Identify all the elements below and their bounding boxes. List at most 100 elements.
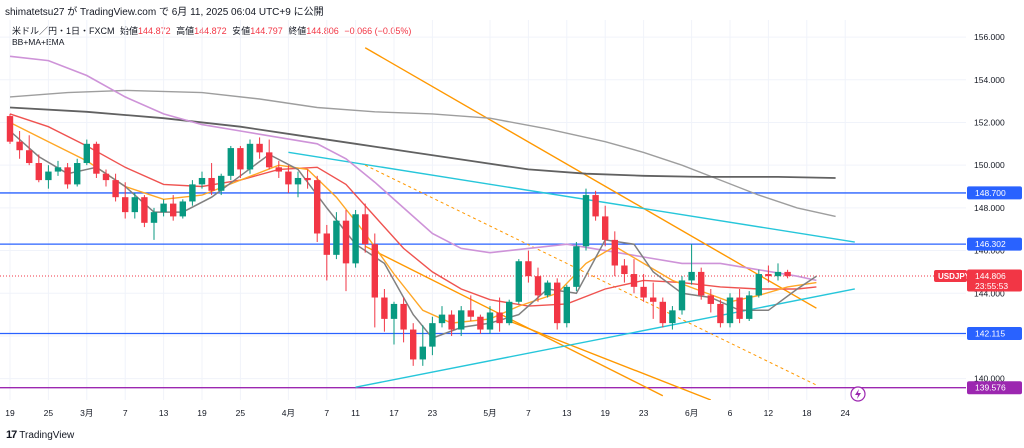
alert-marker[interactable] (850, 386, 866, 402)
candle-body (266, 152, 273, 168)
candle-body (323, 233, 330, 255)
trendline (364, 245, 664, 397)
candle-body (496, 312, 503, 324)
y-tick-label: 144.000 (974, 288, 1005, 298)
candle-body (74, 163, 81, 185)
candle-body (438, 314, 446, 324)
candle-body (621, 265, 628, 275)
x-tick-label: 19 (197, 408, 207, 418)
indicator-line (9, 89, 836, 218)
candle-body (746, 295, 753, 319)
candle-body (170, 203, 177, 217)
candle-body (390, 303, 398, 319)
indicator-line (9, 113, 817, 307)
x-tick-label: 11 (351, 408, 360, 418)
x-tick-label: 13 (562, 408, 572, 418)
candle-body (678, 280, 686, 311)
y-tick-label: 150.000 (974, 160, 1005, 170)
last-price-label: 144.806 (975, 271, 1006, 281)
y-tick-label: 140.000 (974, 374, 1005, 384)
horizontal-lines (0, 192, 966, 389)
candle-body (467, 310, 474, 317)
symbol-ohlc-bar: 米ドル／円・1日・FXCM 始値144.872 高値144.872 安値144.… (12, 24, 411, 37)
x-tick-label: 17 (389, 408, 399, 418)
price-level-tag (967, 237, 1022, 251)
countdown-label: 23:55:53 (975, 281, 1008, 291)
candle-body (573, 246, 580, 287)
close-label: 終値 (288, 26, 307, 36)
candle-body (26, 150, 33, 164)
candle-body (410, 329, 417, 360)
x-tick-label: 19 (5, 408, 15, 418)
price-level-label: 142.115 (975, 329, 1005, 339)
candle-body (285, 171, 292, 185)
x-tick-label: 5月 (483, 408, 496, 418)
candle-body (381, 297, 388, 319)
trendline (508, 320, 712, 401)
candle-body (198, 177, 206, 185)
candle-body (534, 276, 542, 296)
candle-body (419, 346, 426, 360)
price-level-tag (967, 186, 1022, 200)
candle-body (179, 201, 186, 217)
candle-body (477, 316, 484, 330)
high-label: 高値 (176, 26, 195, 36)
x-tick-label: 6月 (685, 408, 698, 418)
price-level-label: 146.302 (975, 239, 1006, 249)
candle-body (707, 295, 714, 304)
x-tick-label: 23 (639, 408, 649, 418)
candle-body (237, 148, 244, 170)
candle-body (582, 195, 590, 247)
candle-body (755, 274, 762, 296)
high-value: 144.872 (194, 26, 227, 36)
candle-body (93, 143, 100, 174)
candle-body (352, 214, 359, 264)
x-tick-label: 24 (840, 408, 850, 418)
time-axis-panel (0, 400, 966, 426)
symbol-tag (934, 270, 967, 283)
candle-body (486, 312, 494, 330)
candle-body (669, 310, 676, 324)
candle-body (362, 214, 369, 245)
candle-body (659, 301, 666, 324)
candle-body (630, 274, 638, 287)
y-tick-label: 152.000 (974, 117, 1005, 127)
candle-body (611, 239, 618, 266)
candle-body (150, 212, 158, 223)
x-tick-label: 19 (600, 408, 610, 418)
candle-body (189, 184, 196, 202)
candle-body (304, 177, 311, 181)
candle-body (275, 167, 282, 172)
y-tick-label: 148.000 (974, 203, 1005, 213)
indicator-legend[interactable]: BB+MA+EMA (12, 37, 65, 47)
candle-body (314, 180, 321, 234)
candle-body (736, 297, 743, 319)
x-tick-label: 7 (526, 408, 531, 418)
last-price-tag (967, 269, 1022, 292)
candle-body (54, 167, 62, 172)
x-tick-label: 13 (159, 408, 169, 418)
candle-body (64, 167, 71, 185)
candle-body (112, 180, 119, 198)
candle-body (371, 244, 378, 298)
candle-body (448, 314, 455, 330)
candle-body (429, 323, 436, 347)
candle-body (294, 177, 302, 185)
candle-body (45, 171, 52, 181)
price-level-tag (967, 381, 1022, 395)
x-tick-label: 23 (428, 408, 438, 418)
x-tick-label: 25 (236, 408, 246, 418)
candle-body (333, 220, 340, 255)
candle-body (688, 271, 695, 281)
trendlines (288, 47, 855, 401)
candle-body (544, 282, 551, 296)
x-tick-label: 4月 (282, 408, 295, 418)
x-tick-label: 12 (764, 408, 774, 418)
indicator-line (9, 106, 836, 179)
candle-body (602, 216, 609, 240)
indicator-line (9, 130, 817, 339)
candle-body (506, 301, 513, 324)
candle-body (640, 286, 647, 298)
low-value: 144.797 (250, 26, 283, 36)
